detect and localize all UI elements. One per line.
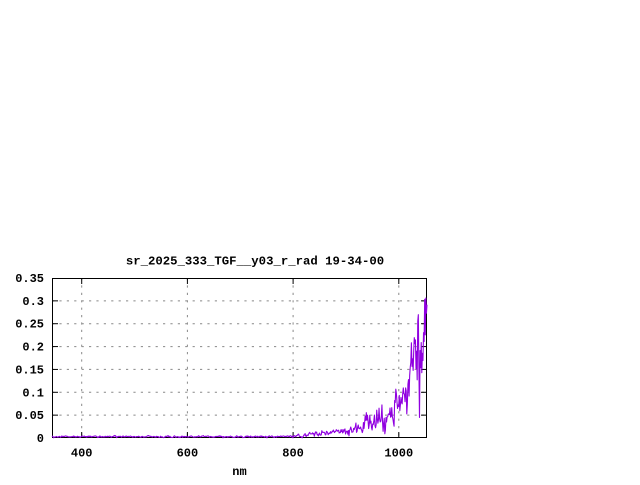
svg-text:nm: nm [232, 465, 246, 479]
svg-text:400: 400 [71, 447, 93, 461]
svg-text:1000: 1000 [384, 447, 413, 461]
svg-text:0: 0 [37, 432, 44, 446]
svg-text:sr_2025_333_TGF__y03_r_rad 19-: sr_2025_333_TGF__y03_r_rad 19-34-00 [126, 255, 384, 269]
svg-text:0.1: 0.1 [22, 386, 44, 400]
svg-text:0.15: 0.15 [15, 363, 44, 377]
svg-text:800: 800 [282, 447, 304, 461]
svg-text:0.35: 0.35 [15, 272, 44, 286]
svg-text:0.2: 0.2 [22, 341, 44, 355]
svg-text:0.25: 0.25 [15, 318, 44, 332]
svg-text:600: 600 [177, 447, 199, 461]
svg-text:0.3: 0.3 [22, 295, 44, 309]
svg-text:0.05: 0.05 [15, 409, 44, 423]
